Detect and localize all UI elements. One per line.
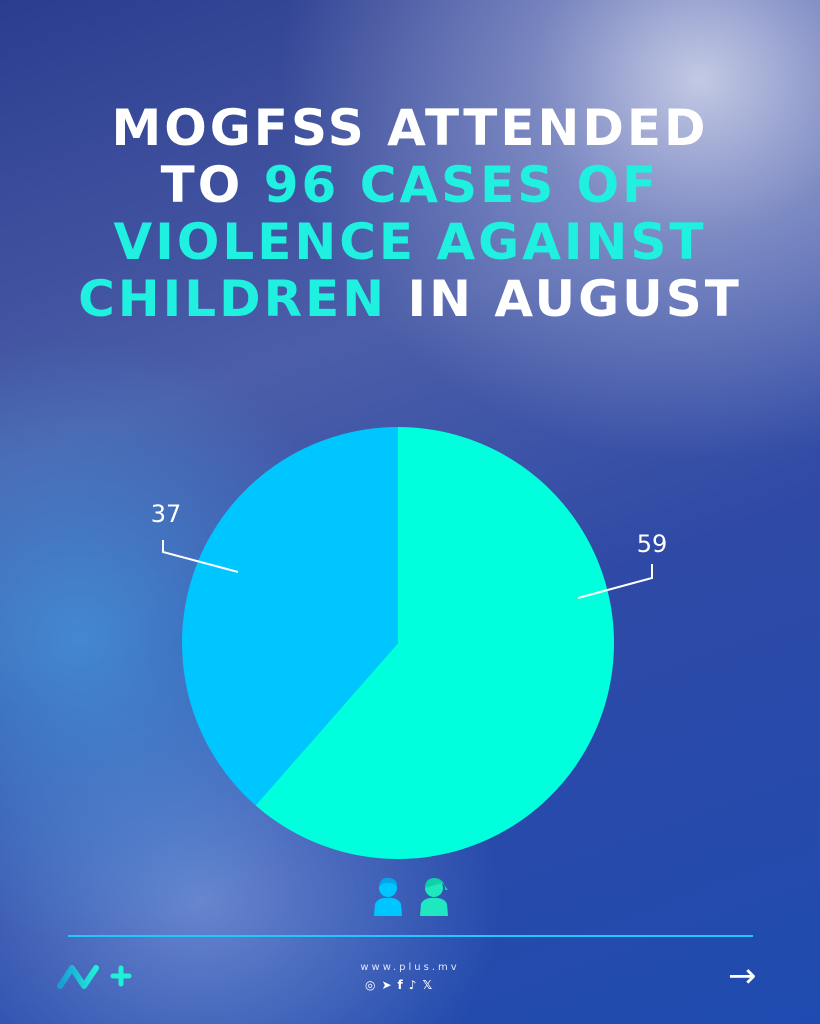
brand-logo bbox=[57, 965, 132, 989]
headline-line: MOGFSS ATTENDED bbox=[111, 99, 709, 157]
leader-line-37 bbox=[162, 540, 239, 573]
tiktok-icon[interactable]: ♪ bbox=[408, 978, 417, 992]
headline-line: TO 96 CASES OF bbox=[0, 157, 820, 214]
pie-slice-59 bbox=[255, 427, 614, 859]
data-label-59: 59 bbox=[637, 530, 668, 558]
headline-text: IN AUGUST bbox=[387, 270, 742, 328]
instagram-icon[interactable]: ◎ bbox=[365, 978, 376, 992]
pie-slice-37 bbox=[181, 427, 398, 806]
data-label-37: 37 bbox=[151, 500, 182, 528]
website-url[interactable]: www.plus.mv bbox=[360, 962, 460, 973]
divider bbox=[68, 935, 753, 937]
girl-icon bbox=[420, 878, 448, 916]
headline-text: TO bbox=[160, 156, 264, 214]
headline-highlight: VIOLENCE AGAINST bbox=[113, 213, 707, 271]
leader-line-59 bbox=[577, 564, 653, 599]
next-arrow-icon[interactable]: → bbox=[728, 956, 757, 996]
telegram-icon[interactable]: ➤ bbox=[381, 978, 392, 992]
headline-line: CHILDREN IN AUGUST bbox=[0, 271, 820, 328]
headline: MOGFSS ATTENDED TO 96 CASES OF VIOLENCE … bbox=[0, 100, 820, 328]
x-icon[interactable]: 𝕏 bbox=[422, 978, 433, 992]
social-links: ◎ ➤ f ♪ 𝕏 bbox=[365, 978, 432, 992]
headline-highlight: CHILDREN bbox=[78, 270, 388, 328]
facebook-icon[interactable]: f bbox=[397, 978, 403, 992]
headline-highlight: 96 CASES OF bbox=[263, 156, 660, 214]
boy-icon bbox=[374, 877, 402, 916]
